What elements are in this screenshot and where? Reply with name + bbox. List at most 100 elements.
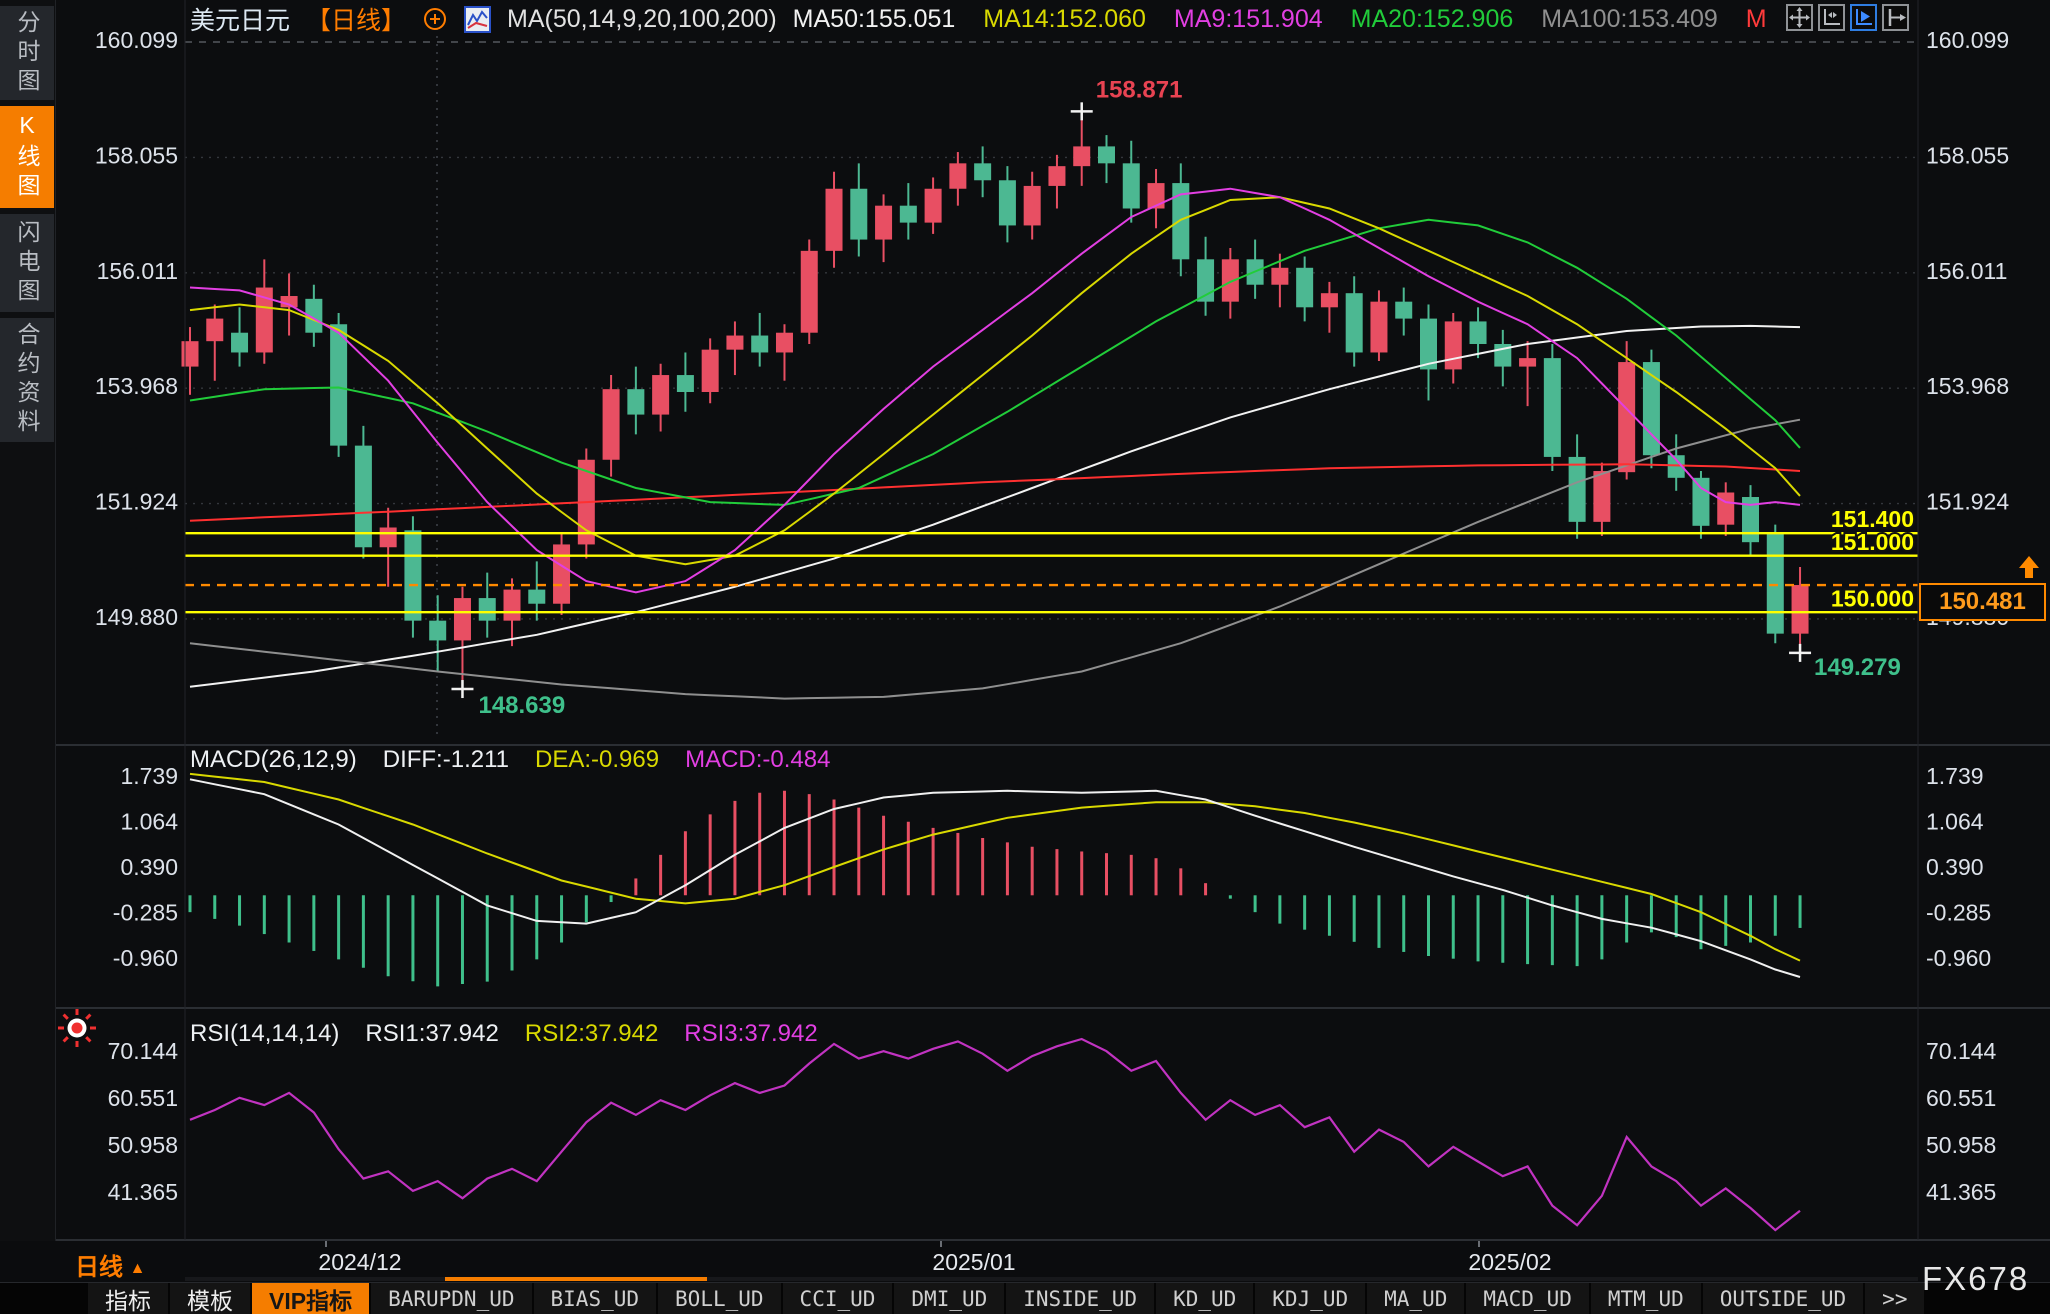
y-axis-label: 0.390 bbox=[1926, 854, 1984, 880]
sidebar: 分时图 K线图闪电图合约资料 bbox=[0, 0, 56, 1282]
macd-value: MACD:-0.484 bbox=[685, 746, 831, 773]
y-axis-label: -0.285 bbox=[1926, 900, 1991, 926]
y-axis-label: 50.958 bbox=[108, 1132, 178, 1158]
sidebar-tab-3[interactable]: 闪电图 bbox=[0, 214, 54, 312]
toolbar-item-biasud[interactable]: BIAS_UD bbox=[533, 1283, 657, 1314]
macd-title: MACD(26,12,9) bbox=[190, 746, 357, 773]
symbol-title: 美元日元 bbox=[190, 7, 291, 35]
x-axis-label: 2025/01 bbox=[932, 1249, 1016, 1275]
x-axis-tick bbox=[940, 1241, 942, 1247]
rsi2-value: RSI2:37.942 bbox=[524, 1020, 659, 1047]
toolbar-item-insideud[interactable]: INSIDE_UD bbox=[1006, 1283, 1155, 1314]
ma-value-label: M bbox=[1745, 4, 1767, 33]
toolbar-item-dmiud[interactable]: DMI_UD bbox=[894, 1283, 1005, 1314]
macd-diff-value: DIFF:-1.211 bbox=[382, 746, 509, 773]
y-axis-label: 60.551 bbox=[1926, 1085, 1996, 1111]
y-axis-label: 153.968 bbox=[95, 373, 178, 399]
y-axis-label: 149.880 bbox=[95, 604, 178, 630]
y-axis-label: 156.011 bbox=[97, 258, 178, 284]
move-icon[interactable] bbox=[1786, 4, 1813, 31]
ma-line-ma50 bbox=[189, 324, 1801, 688]
axis-shift-icon[interactable] bbox=[1882, 4, 1909, 31]
y-axis-label: 156.011 bbox=[1926, 258, 2007, 284]
y-axis-label: 70.144 bbox=[1926, 1038, 1997, 1064]
y-axis-label: 50.958 bbox=[1926, 1132, 1996, 1158]
axis-play-icon[interactable] bbox=[1850, 4, 1877, 31]
chart-toolbuttons bbox=[1786, 4, 1909, 31]
add-circle-icon[interactable] bbox=[422, 6, 448, 32]
chart-header: 美元日元 【日线】 MA(50,14,9,20,100,200) MA50:15… bbox=[190, 4, 1771, 36]
toolbar-item-[interactable]: 模板 bbox=[170, 1283, 250, 1314]
time-axis: 日线 ▲ 2024/12 2025/01 2025/02 bbox=[0, 1241, 2050, 1282]
y-axis-label: 1.739 bbox=[1926, 763, 1984, 789]
sidebar-tab-2[interactable]: K线图 bbox=[0, 106, 54, 208]
toolbar-item-mtmud[interactable]: MTM_UD bbox=[1590, 1283, 1701, 1314]
toolbar-item-maud[interactable]: MA_UD bbox=[1367, 1283, 1465, 1314]
extreme-marker bbox=[451, 680, 474, 699]
toolbar-item-bollud[interactable]: BOLL_UD bbox=[658, 1283, 781, 1314]
rsi-line bbox=[189, 1037, 1801, 1232]
ma-value-label: MA14:152.060 bbox=[983, 4, 1146, 33]
current-price-tag: 150.481 bbox=[1919, 583, 2046, 621]
chart-style-icon[interactable] bbox=[464, 5, 492, 33]
horizontal-scrollbar-thumb[interactable] bbox=[445, 1277, 707, 1281]
y-axis-label: 1.064 bbox=[1926, 809, 1984, 835]
ma-line-ma20 bbox=[189, 218, 1801, 506]
y-axis-label: 158.055 bbox=[95, 142, 178, 168]
macd-diff-line bbox=[189, 778, 1801, 978]
low-annotation: 148.639 bbox=[478, 692, 565, 719]
y-axis-label: -0.960 bbox=[1926, 945, 1991, 971]
y-axis-label: 41.365 bbox=[1926, 1179, 1996, 1205]
ma-line-ma100 bbox=[189, 418, 1801, 700]
horizontal-scrollbar-track[interactable] bbox=[185, 1277, 1918, 1281]
y-axis-label: 1.739 bbox=[120, 763, 178, 789]
ma-value-label: MA50:155.051 bbox=[792, 4, 956, 33]
x-axis-label: 2025/02 bbox=[1468, 1249, 1552, 1275]
toolbar-item-barupdnud[interactable]: BARUPDN_UD bbox=[371, 1283, 532, 1314]
y-axis-label: 151.924 bbox=[95, 489, 178, 515]
price-level-label: 151.000 bbox=[1831, 529, 1914, 555]
toolbar-item-kdjud[interactable]: KDJ_UD bbox=[1255, 1283, 1366, 1314]
y-axis-label: 151.924 bbox=[1926, 489, 2009, 515]
high-annotation: 158.871 bbox=[1096, 76, 1183, 103]
y-axis-label: 41.365 bbox=[108, 1179, 178, 1205]
toolbar-item-macdud[interactable]: MACD_UD bbox=[1466, 1283, 1589, 1314]
toolbar-item-[interactable]: 指标 bbox=[88, 1283, 168, 1314]
period-badge: 【日线】 bbox=[306, 7, 407, 35]
last-low-annotation: 149.279 bbox=[1814, 654, 1901, 681]
y-axis-label: -0.960 bbox=[113, 945, 178, 971]
rsi1-value: RSI1:37.942 bbox=[365, 1020, 499, 1047]
macd-dea-line bbox=[189, 772, 1801, 962]
macd-histogram bbox=[188, 790, 1802, 987]
ma-value-label: MA100:153.409 bbox=[1541, 4, 1718, 33]
toolbar-item-outsideud[interactable]: OUTSIDE_UD bbox=[1702, 1283, 1864, 1314]
price-level-label: 151.400 bbox=[1831, 506, 1914, 532]
y-axis-label: 1.064 bbox=[120, 809, 178, 835]
axis-fit-icon[interactable] bbox=[1818, 4, 1845, 31]
toolbar-item->>[interactable]: >> bbox=[1865, 1283, 1925, 1314]
x-axis-tick bbox=[1478, 1241, 1480, 1247]
rsi3-value: RSI3:37.942 bbox=[684, 1020, 818, 1047]
ma-line-ma14 bbox=[189, 196, 1801, 566]
price-up-arrow-icon bbox=[2016, 554, 2042, 587]
toolbar-item-cciud[interactable]: CCI_UD bbox=[782, 1283, 893, 1314]
sidebar-tab-4[interactable]: 合约资料 bbox=[0, 318, 54, 442]
price-level-label: 150.000 bbox=[1831, 585, 1914, 611]
sidebar-tab-1[interactable]: 分时图 bbox=[0, 6, 54, 100]
candlestick-series bbox=[181, 111, 1809, 690]
extreme-marker bbox=[1789, 643, 1812, 662]
period-selector[interactable]: 日线 ▲ bbox=[75, 1254, 146, 1281]
ma-value-label: MA20:152.906 bbox=[1350, 4, 1514, 33]
y-axis-label: -0.285 bbox=[113, 900, 178, 926]
ma-values: MA50:155.051 MA14:152.060 MA9:151.904 MA20:… bbox=[793, 5, 1771, 34]
y-axis-label: 158.055 bbox=[1926, 142, 2009, 168]
y-axis-label: 70.144 bbox=[108, 1038, 179, 1064]
ma-settings-label: MA(50,14,9,20,100,200) bbox=[507, 4, 777, 33]
y-axis-label: 60.551 bbox=[108, 1085, 178, 1111]
ma-value-label: MA9:151.904 bbox=[1173, 4, 1323, 33]
toolbar-item-kdud[interactable]: KD_UD bbox=[1156, 1283, 1254, 1314]
toolbar-item-vip[interactable]: VIP指标 bbox=[252, 1283, 370, 1314]
extreme-marker bbox=[1070, 102, 1093, 121]
